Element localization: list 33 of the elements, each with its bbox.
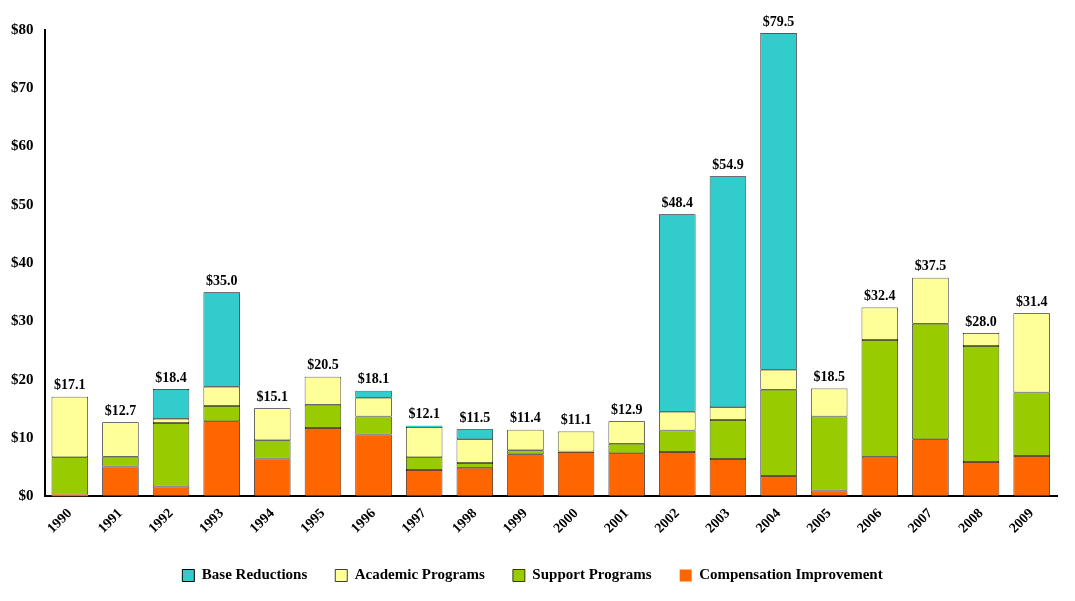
- total-label: $79.5: [762, 13, 795, 29]
- total-label: $20.5: [307, 357, 339, 373]
- legend-label: Base Reductions: [201, 566, 308, 583]
- y-tick-label: $30: [11, 312, 34, 329]
- y-tick-label: $0: [18, 487, 34, 504]
- total-label: $11.4: [510, 410, 541, 426]
- total-label: $11.1: [560, 412, 592, 428]
- legend-label: Support Programs: [532, 566, 652, 583]
- y-tick-label: $70: [11, 79, 34, 96]
- total-label: $12.7: [104, 402, 137, 418]
- legend-label: Academic Programs: [354, 566, 486, 583]
- total-label: $48.4: [661, 194, 694, 210]
- total-label: $15.1: [256, 388, 289, 404]
- total-label: $17.1: [54, 377, 86, 393]
- total-label: $35.0: [205, 272, 238, 288]
- total-label: $12.1: [408, 406, 440, 422]
- total-label: $12.9: [610, 401, 643, 417]
- y-tick-label: $20: [11, 370, 34, 387]
- total-label: $18.1: [357, 371, 390, 387]
- total-label: $18.5: [813, 369, 845, 385]
- total-label: $31.4: [1015, 293, 1048, 309]
- total-label: $11.5: [459, 409, 491, 425]
- y-tick-label: $40: [11, 254, 34, 271]
- total-label: $37.5: [914, 258, 947, 274]
- total-label: $18.4: [155, 369, 187, 385]
- y-tick-label: $60: [11, 137, 34, 154]
- total-label: $28.0: [965, 313, 997, 329]
- y-tick-label: $80: [11, 20, 34, 37]
- total-label: $32.4: [864, 288, 896, 304]
- legend-label: Compensation Improvement: [699, 566, 883, 583]
- y-tick-label: $50: [11, 195, 34, 212]
- y-tick-label: $10: [11, 428, 34, 445]
- total-label: $54.9: [712, 156, 744, 172]
